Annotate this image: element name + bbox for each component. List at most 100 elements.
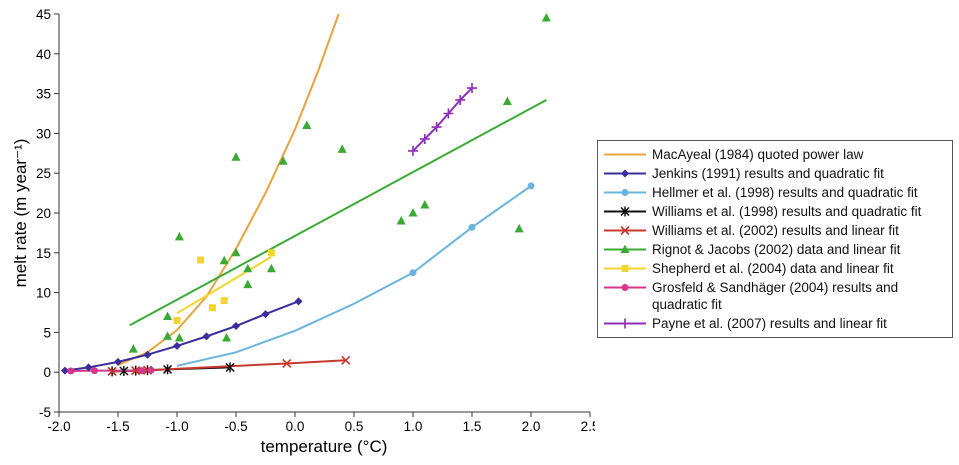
marker [67, 367, 75, 375]
marker [219, 255, 229, 265]
x-tick-label: 0.0 [286, 419, 305, 434]
marker [502, 96, 512, 106]
legend-icon [604, 318, 646, 329]
marker [90, 367, 98, 375]
marker [208, 304, 216, 312]
marker [143, 350, 152, 359]
legend-icon [604, 284, 646, 291]
chart: temperature (°C) melt rate (m year⁻¹) -5… [11, 7, 595, 456]
marker [278, 156, 288, 165]
legend-marker [621, 169, 629, 178]
x-tick-label: 0.5 [345, 419, 364, 434]
x-tick-label: -1.5 [106, 419, 129, 434]
legend-label: Williams et al. (1998) results and quadr… [652, 204, 922, 219]
series-line [64, 300, 299, 372]
legend-entry: Shepherd et al. (2004) data and linear f… [602, 260, 946, 277]
legend-icon [604, 169, 646, 178]
marker [527, 182, 535, 190]
marker [302, 120, 312, 129]
y-tick-label: 20 [36, 206, 51, 221]
y-tick-label: 45 [36, 7, 51, 22]
marker [243, 279, 253, 289]
marker [396, 215, 406, 225]
y-tick-label: 30 [36, 126, 51, 141]
y-tick-label: 35 [36, 87, 51, 102]
marker [119, 366, 129, 377]
marker [431, 122, 442, 133]
y-tick-label: 15 [36, 246, 51, 261]
y-axis-title: melt rate (m year⁻¹) [11, 139, 30, 288]
marker [514, 223, 524, 233]
marker [282, 358, 292, 369]
marker [455, 94, 466, 105]
marker [267, 249, 275, 257]
legend-marker [620, 206, 630, 217]
legend-marker [621, 265, 629, 272]
marker [138, 367, 146, 375]
marker [243, 263, 253, 273]
marker [261, 310, 270, 319]
x-tick-label: -2.0 [47, 419, 70, 434]
legend-label: MacAyeal (1984) quoted power law [652, 147, 864, 162]
legend-label: Jenkins (1991) results and quadratic fit [652, 166, 884, 181]
y-tick-label: 0 [43, 365, 51, 380]
legend-icon [604, 153, 646, 156]
marker [408, 145, 418, 156]
legend-entry: Grosfeld & Sandhäger (2004) results and … [602, 279, 946, 313]
marker [128, 344, 138, 353]
marker [467, 83, 477, 94]
legend-entry: Jenkins (1991) results and quadratic fit [602, 165, 946, 182]
marker [174, 332, 184, 342]
marker [147, 366, 155, 374]
legend-entry: Williams et al. (1998) results and quadr… [602, 203, 946, 220]
marker [173, 341, 181, 350]
legend: MacAyeal (1984) quoted power law Jenkins … [597, 140, 953, 338]
series-line [412, 87, 473, 152]
fit-line [129, 99, 547, 327]
legend-icon [604, 206, 646, 217]
marker [114, 357, 122, 366]
marker [107, 366, 117, 376]
x-tick-label: 1.0 [404, 419, 423, 434]
x-tick-label: 2.0 [522, 419, 541, 434]
marker [131, 366, 141, 376]
marker [231, 247, 241, 257]
marker [443, 108, 454, 119]
marker [266, 263, 276, 273]
legend-marker [620, 318, 630, 329]
legend-entry: Williams et al. (2002) results and linea… [602, 222, 946, 239]
legend-icon [604, 189, 646, 196]
marker [174, 231, 184, 241]
y-tick-label: 10 [36, 286, 51, 301]
marker [84, 363, 93, 372]
y-tick-label: 40 [36, 47, 51, 62]
legend-marker [621, 189, 629, 196]
y-tick-label: 5 [43, 325, 51, 340]
marker [468, 223, 476, 231]
legend-entry: Hellmer et al. (1998) results and quadra… [602, 184, 946, 201]
marker [163, 311, 173, 320]
legend-label: Payne et al. (2007) results and linear f… [652, 316, 887, 331]
marker [163, 364, 173, 375]
marker [409, 269, 417, 277]
legend-icon [604, 244, 646, 253]
legend-marker [621, 284, 629, 291]
marker [231, 152, 241, 161]
marker [220, 297, 228, 305]
x-tick-label: 1.5 [463, 419, 482, 434]
marker [173, 316, 181, 324]
marker [232, 322, 240, 331]
legend-label: Hellmer et al. (1998) results and quadra… [652, 185, 918, 200]
marker [420, 200, 430, 209]
marker [294, 297, 303, 306]
marker [163, 331, 173, 340]
marker [341, 355, 351, 365]
marker [419, 133, 430, 144]
marker [202, 332, 211, 341]
fit-line [176, 255, 272, 315]
legend-entry: Payne et al. (2007) results and linear f… [602, 315, 946, 332]
x-tick-label: -0.5 [224, 419, 247, 434]
legend-entry: Rignot & Jacobs (2002) data and linear f… [602, 241, 946, 258]
legend-label: Rignot & Jacobs (2002) data and linear f… [652, 242, 901, 257]
